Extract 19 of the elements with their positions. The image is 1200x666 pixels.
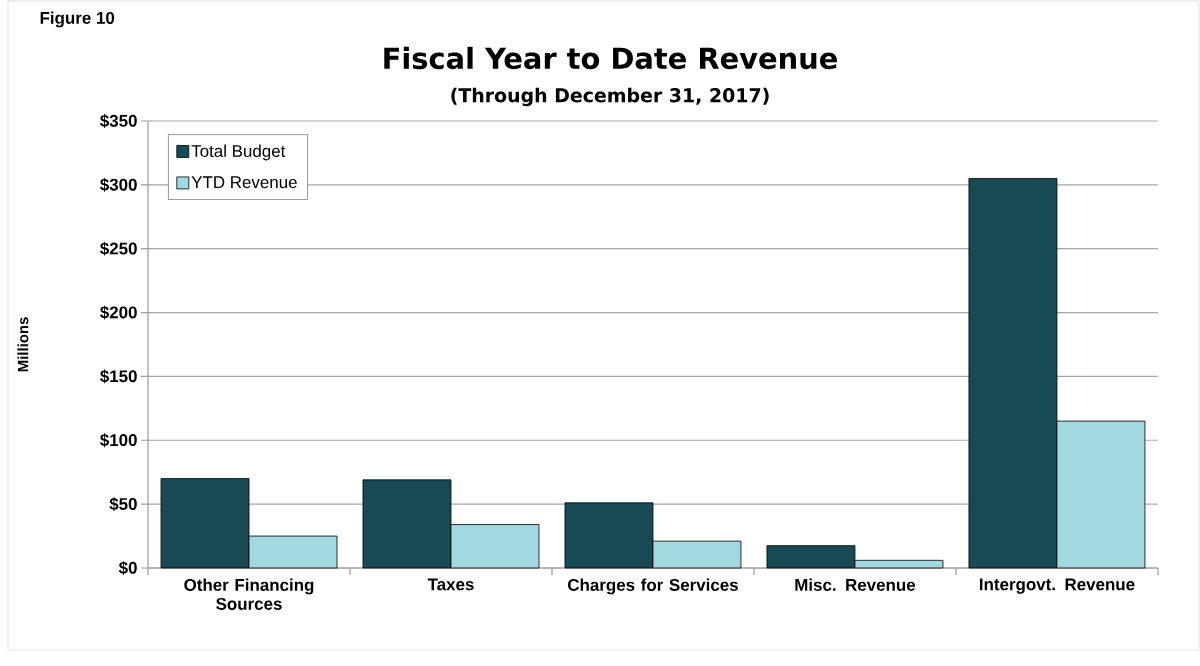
legend-label: Total Budget (191, 144, 286, 161)
y-tick-label: $350 (100, 114, 137, 128)
y-tick-label: $200 (100, 305, 137, 320)
chart-title: Fiscal Year to Date Revenue (384, 46, 837, 70)
chart-subtitle: (Through December 31, 2017) (451, 87, 769, 107)
x-tick-label: Charges for Services (568, 578, 738, 595)
y-tick-label: $100 (100, 433, 137, 448)
y-tick-label: $0 (118, 561, 137, 575)
y-axis-title: Millions (17, 317, 29, 372)
x-tick-label: Misc. Revenue (795, 578, 916, 591)
x-tick-label: Other Financing Sources (184, 578, 314, 610)
y-tick-label: $50 (109, 497, 137, 512)
x-tick-label: Intergovt. Revenue (979, 578, 1135, 594)
y-tick-label: $150 (100, 369, 137, 384)
x-tick-label: Taxes (427, 578, 474, 591)
legend-label: YTD Revenue (191, 176, 297, 189)
y-tick-label: $300 (100, 177, 137, 192)
y-tick-label: $250 (100, 241, 137, 256)
caption: Figure 10 (40, 11, 115, 28)
